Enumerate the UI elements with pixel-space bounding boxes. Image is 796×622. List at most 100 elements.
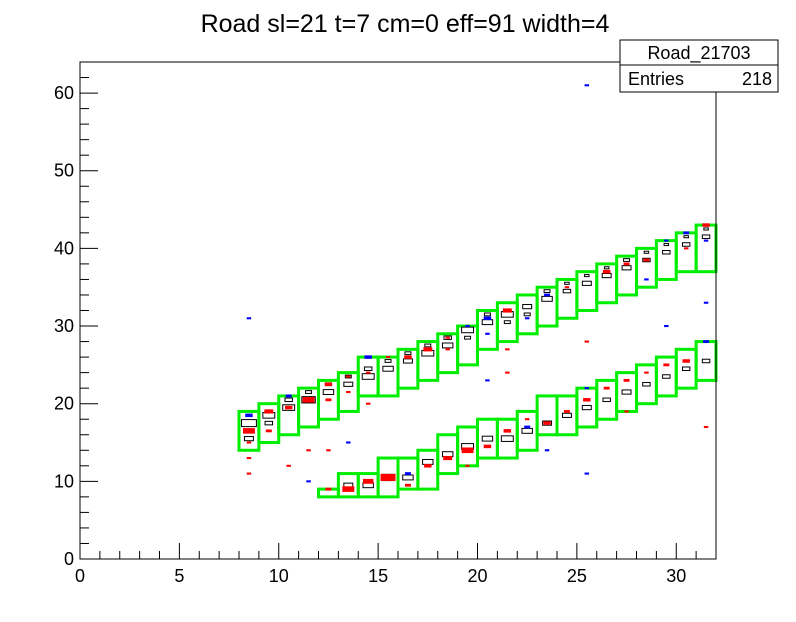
hit-red-69 <box>663 363 670 367</box>
hist-bin-44 <box>681 242 691 247</box>
hit-red-55 <box>583 398 591 402</box>
hit-red-10 <box>286 464 291 467</box>
hist-bin-64 <box>662 374 671 379</box>
hit-red-19 <box>346 375 351 378</box>
hit-blue-39 <box>483 316 492 321</box>
hit-red-6 <box>264 409 274 414</box>
hit-red-54 <box>564 286 570 289</box>
hit-red-30 <box>404 355 412 359</box>
hist-bin-23 <box>464 335 472 340</box>
hit-blue-22 <box>364 355 372 359</box>
hit-red-16 <box>326 449 331 452</box>
y-tick-label: 0 <box>64 549 74 569</box>
hit-blue-70 <box>664 324 669 328</box>
hist-bin-43 <box>663 242 670 247</box>
hit-blue-48 <box>524 317 530 320</box>
stats-box-frame <box>619 39 779 93</box>
hit-blue-20 <box>346 441 351 444</box>
hit-red-57 <box>584 340 590 343</box>
hist-bin-16 <box>402 358 413 364</box>
hit-blue-37 <box>465 324 470 328</box>
x-tick-label: 15 <box>368 566 388 586</box>
hist-bin-8 <box>322 389 335 395</box>
hist-bin-38 <box>621 265 632 271</box>
hist-bin-41 <box>643 250 650 254</box>
hist-bin-34 <box>581 280 592 286</box>
hist-bin-66 <box>701 358 711 364</box>
hit-blue-78 <box>703 239 709 242</box>
hit-blue-8 <box>285 394 292 398</box>
hist-bin-47 <box>703 227 709 231</box>
x-tick-label: 5 <box>174 566 184 586</box>
hist-bin-59 <box>561 412 572 418</box>
stats-box-name: Road_21703 <box>647 43 750 64</box>
hist-bin-19 <box>424 343 432 348</box>
hit-red-24 <box>365 402 371 405</box>
hit-blue-28 <box>404 472 411 475</box>
hist-bin-37 <box>603 266 610 270</box>
hist-bin-33 <box>564 281 570 285</box>
hist-bin-14 <box>382 365 394 372</box>
x-tick-label: 20 <box>467 566 487 586</box>
hit-red-15 <box>325 398 332 402</box>
hist-bin-40 <box>642 257 651 263</box>
x-tick-label: 10 <box>269 566 289 586</box>
y-tick-label: 40 <box>54 238 74 258</box>
x-tick-label: 0 <box>75 566 85 586</box>
hit-red-17 <box>325 487 332 491</box>
hist-bin-25 <box>483 312 491 317</box>
hit-red-44 <box>503 429 512 433</box>
hit-blue-68 <box>664 239 669 242</box>
hist-bin-21 <box>443 335 452 340</box>
hist-bin-10 <box>343 381 354 387</box>
hit-red-9 <box>284 405 293 410</box>
hit-red-25 <box>365 371 371 374</box>
hit-red-62 <box>623 262 630 266</box>
hit-red-72 <box>682 359 690 363</box>
hist-bin-60 <box>581 404 592 411</box>
hit-blue-42 <box>485 332 490 335</box>
hit-blue-56 <box>584 84 590 87</box>
hit-red-2 <box>246 472 252 475</box>
hit-red-33 <box>443 455 453 461</box>
hit-red-13 <box>306 449 311 452</box>
hist-bin-13 <box>363 366 373 371</box>
hit-blue-71 <box>683 231 690 235</box>
hit-red-36 <box>461 447 474 454</box>
hist-bin-56 <box>500 435 514 442</box>
hist-bin-20 <box>441 342 454 349</box>
hist-bin-45 <box>683 235 689 239</box>
hist-bin-1 <box>243 436 254 442</box>
hist-bin-30 <box>541 295 553 302</box>
hit-red-23 <box>362 478 374 484</box>
hist-bin-62 <box>621 389 632 395</box>
hit-red-53 <box>563 410 570 413</box>
hit-red-38 <box>465 464 470 467</box>
hit-red-11 <box>302 397 315 403</box>
hit-red-66 <box>644 371 649 374</box>
hist-bin-3 <box>264 420 274 426</box>
hit-red-27 <box>385 356 391 359</box>
hist-bin-7 <box>305 390 313 394</box>
hist-bin-31 <box>543 289 551 293</box>
hist-bin-17 <box>404 351 412 356</box>
hit-blue-47 <box>524 425 531 429</box>
hist-bin-12 <box>361 373 375 380</box>
hist-bin-11 <box>344 374 352 379</box>
hit-red-63 <box>623 378 630 382</box>
stats-entries-value: 218 <box>742 69 772 89</box>
hist-bin-63 <box>642 382 651 387</box>
hist-bin-6 <box>301 396 316 404</box>
hit-blue-12 <box>306 480 311 483</box>
hit-red-26 <box>380 473 396 481</box>
hit-red-40 <box>483 444 492 449</box>
hit-blue-4 <box>246 317 252 320</box>
hit-red-18 <box>342 486 355 492</box>
hit-red-5 <box>246 441 252 444</box>
hit-red-32 <box>424 464 432 468</box>
hit-red-73 <box>683 247 689 250</box>
x-tick-label: 30 <box>666 566 686 586</box>
stats-entries-label: Entries <box>628 69 684 89</box>
hit-blue-67 <box>644 278 649 281</box>
